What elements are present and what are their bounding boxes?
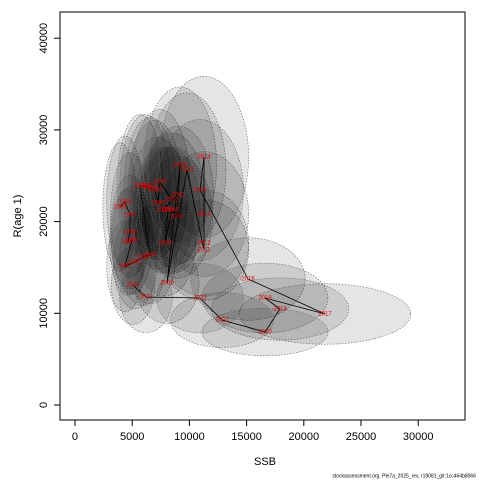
point-label: 2002 bbox=[171, 193, 185, 199]
y-tick-label: 20000 bbox=[38, 206, 50, 237]
point-label: 2010 bbox=[180, 168, 194, 174]
x-tick-label: 0 bbox=[72, 431, 78, 443]
point-label: 2012 bbox=[197, 241, 211, 247]
point-label: 1989 bbox=[121, 240, 135, 246]
x-tick-label: 15000 bbox=[231, 431, 262, 443]
point-label: 2005 bbox=[158, 241, 172, 247]
point-label: 2009 bbox=[160, 281, 174, 287]
x-tick-label: 20000 bbox=[289, 431, 320, 443]
y-tick-label: 30000 bbox=[38, 115, 50, 146]
point-label: 2022 bbox=[193, 296, 207, 302]
point-label: 2011 bbox=[198, 248, 212, 254]
point-label: 2021 bbox=[215, 318, 229, 324]
point-label: 2024 bbox=[126, 283, 140, 289]
point-label: 1990 bbox=[125, 238, 139, 244]
point-label: 2008 bbox=[173, 163, 187, 169]
x-tick-label: 30000 bbox=[403, 431, 434, 443]
point-label: 2013 bbox=[197, 212, 211, 218]
point-label: 1999 bbox=[151, 201, 165, 207]
point-label: 1988 bbox=[123, 230, 137, 236]
point-label: 2020 bbox=[258, 330, 272, 336]
x-axis-label: SSB bbox=[254, 456, 276, 468]
point-label: 2018 bbox=[258, 296, 272, 302]
point-label: 1987 bbox=[123, 213, 137, 219]
point-label: 1994 bbox=[143, 253, 157, 259]
point-label: 1985 bbox=[113, 205, 127, 211]
trajectory-line bbox=[119, 156, 326, 333]
point-label: 1991 bbox=[118, 264, 132, 270]
point-label: 1993 bbox=[136, 255, 150, 261]
x-tick-label: 10000 bbox=[174, 431, 205, 443]
y-tick-label: 0 bbox=[38, 402, 50, 408]
point-label: 1997 bbox=[143, 186, 157, 192]
point-label: 2006 bbox=[165, 208, 179, 214]
y-tick-label: 40000 bbox=[38, 23, 50, 54]
x-tick-label: 5000 bbox=[120, 431, 144, 443]
point-label: 2023 bbox=[139, 295, 153, 301]
point-label: 2000 bbox=[153, 180, 167, 186]
point-label: 2001 bbox=[165, 198, 179, 204]
plot-frame bbox=[59, 11, 466, 421]
point-label: 2017 bbox=[318, 312, 332, 318]
x-tick-label: 25000 bbox=[346, 431, 377, 443]
y-axis-label: R(age 1) bbox=[12, 195, 24, 238]
footer: stockassessment.org, Ple7a_2025_rev, r19… bbox=[332, 473, 476, 479]
point-label: 2015 bbox=[193, 188, 207, 194]
point-label: 1986 bbox=[118, 200, 132, 206]
point-label: 1995 bbox=[133, 184, 147, 190]
point-label: 1992 bbox=[128, 260, 142, 266]
point-label: 2004 bbox=[161, 208, 175, 214]
point-label: 2014 bbox=[197, 155, 211, 161]
y-tick-label: 10000 bbox=[38, 298, 50, 329]
point-label: 2003 bbox=[156, 208, 170, 214]
point-label: 1998 bbox=[148, 188, 162, 194]
point-label: 2016 bbox=[241, 277, 255, 283]
point-label: 2007 bbox=[170, 215, 184, 221]
point-label: 1996 bbox=[138, 184, 152, 190]
point-label: 2019 bbox=[273, 307, 287, 313]
